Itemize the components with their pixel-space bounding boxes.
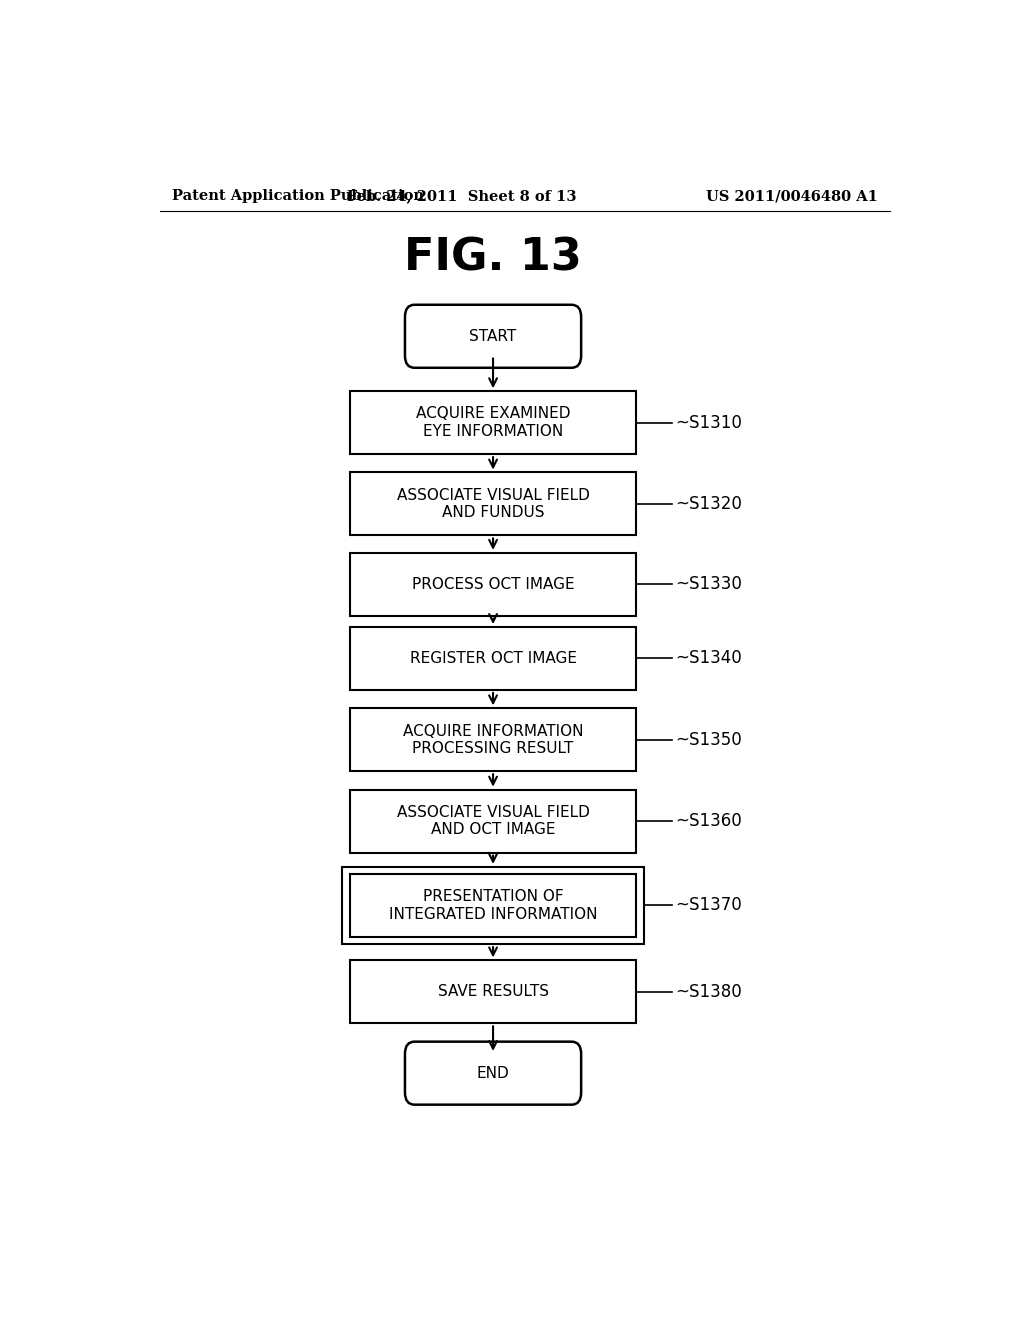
FancyBboxPatch shape bbox=[404, 1041, 582, 1105]
Text: SAVE RESULTS: SAVE RESULTS bbox=[437, 985, 549, 999]
Text: ACQUIRE EXAMINED
EYE INFORMATION: ACQUIRE EXAMINED EYE INFORMATION bbox=[416, 407, 570, 438]
Text: Patent Application Publication: Patent Application Publication bbox=[172, 189, 424, 203]
Text: ASSOCIATE VISUAL FIELD
AND FUNDUS: ASSOCIATE VISUAL FIELD AND FUNDUS bbox=[396, 488, 590, 520]
Bar bbox=[350, 709, 636, 771]
Text: ~S1320: ~S1320 bbox=[676, 495, 742, 513]
Text: ~S1350: ~S1350 bbox=[676, 731, 742, 748]
Text: ~S1380: ~S1380 bbox=[676, 983, 742, 1001]
Bar bbox=[350, 553, 636, 616]
Bar bbox=[350, 961, 636, 1023]
Text: ~S1340: ~S1340 bbox=[676, 649, 742, 668]
Text: ~S1370: ~S1370 bbox=[676, 896, 742, 915]
Bar bbox=[342, 867, 644, 944]
Text: PRESENTATION OF
INTEGRATED INFORMATION: PRESENTATION OF INTEGRATED INFORMATION bbox=[389, 890, 597, 921]
Bar bbox=[350, 473, 636, 536]
Bar bbox=[350, 391, 636, 454]
Text: US 2011/0046480 A1: US 2011/0046480 A1 bbox=[707, 189, 878, 203]
Text: ~S1310: ~S1310 bbox=[676, 413, 742, 432]
Bar bbox=[350, 627, 636, 690]
FancyBboxPatch shape bbox=[404, 305, 582, 368]
Bar bbox=[350, 874, 636, 937]
Text: FIG. 13: FIG. 13 bbox=[404, 236, 582, 280]
Text: Feb. 24, 2011  Sheet 8 of 13: Feb. 24, 2011 Sheet 8 of 13 bbox=[346, 189, 577, 203]
Text: ACQUIRE INFORMATION
PROCESSING RESULT: ACQUIRE INFORMATION PROCESSING RESULT bbox=[402, 723, 584, 756]
Text: ASSOCIATE VISUAL FIELD
AND OCT IMAGE: ASSOCIATE VISUAL FIELD AND OCT IMAGE bbox=[396, 805, 590, 837]
Text: PROCESS OCT IMAGE: PROCESS OCT IMAGE bbox=[412, 577, 574, 591]
Text: END: END bbox=[477, 1065, 509, 1081]
Text: ~S1360: ~S1360 bbox=[676, 812, 742, 830]
Bar bbox=[350, 789, 636, 853]
Text: ~S1330: ~S1330 bbox=[676, 576, 742, 593]
Text: REGISTER OCT IMAGE: REGISTER OCT IMAGE bbox=[410, 651, 577, 667]
Text: START: START bbox=[469, 329, 517, 343]
